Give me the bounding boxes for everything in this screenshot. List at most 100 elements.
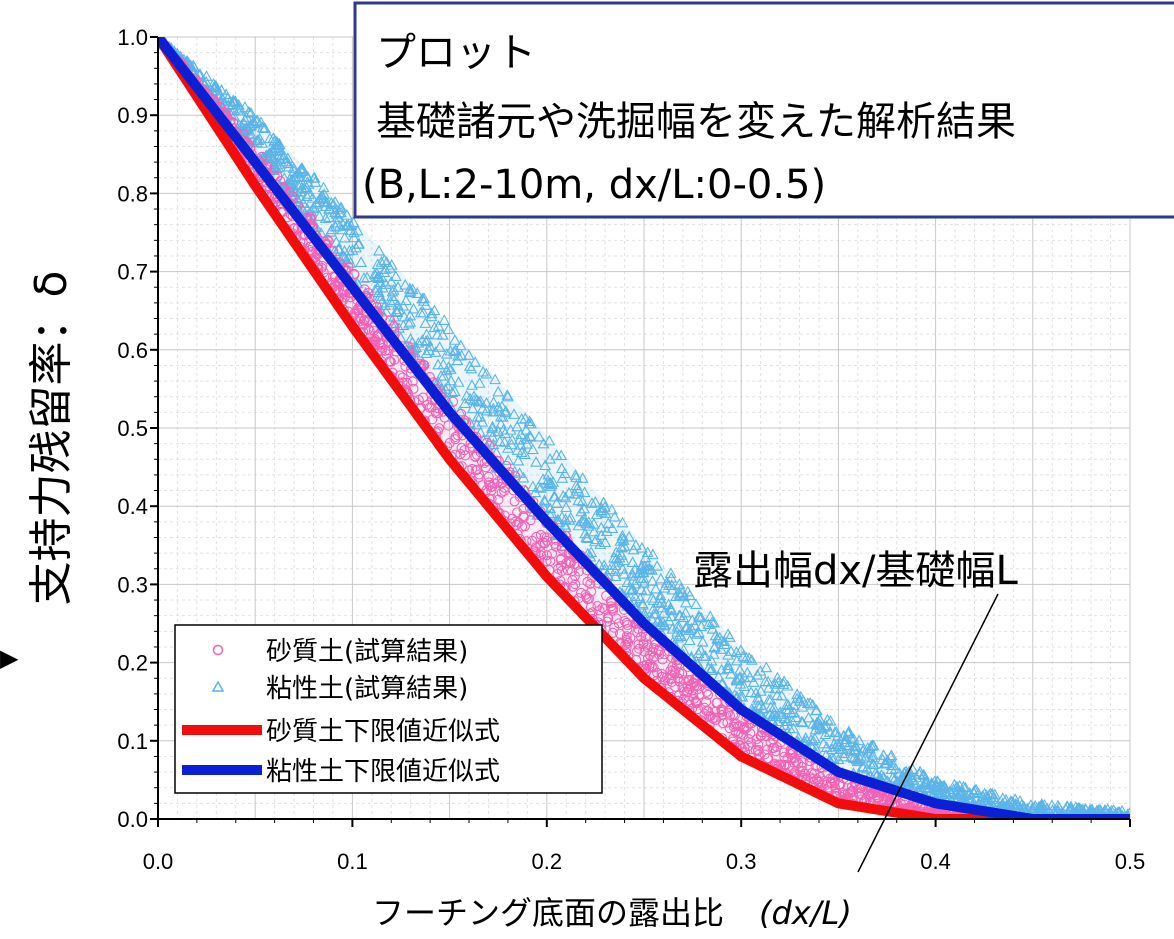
scatter-point-triangle [371,271,384,282]
scatter-point-triangle [372,270,385,282]
scatter-point-triangle [385,275,398,287]
scatter-point-triangle [745,654,758,665]
scatter-point-triangle [258,122,271,133]
scatter-point-triangle [820,719,833,731]
legend-item-clay-lower-bound: 粘性土下限値近似式 [182,757,500,787]
scatter-point-triangle [558,467,571,479]
scatter-point-triangle [245,107,257,118]
scatter-point-triangle [433,341,446,352]
scatter-point-triangle [986,793,999,804]
scatter-point-triangle [550,497,563,508]
scatter-point-circle [358,315,369,326]
scatter-point-circle [716,705,727,716]
scatter-point-triangle [817,737,830,749]
scatter-point-triangle [283,177,295,188]
scatter-point-circle [809,768,820,779]
scatter-point-triangle [489,373,502,385]
scatter-point-triangle [598,563,611,575]
scatter-point-triangle [317,181,330,193]
scatter-point-circle [750,744,761,756]
scatter-point-triangle [295,162,308,174]
scatter-point-triangle [420,347,433,359]
scatter-point-triangle [806,698,819,710]
scatter-point-triangle [693,611,706,622]
scatter-point-triangle [473,377,486,388]
scatter-point-triangle [996,792,1009,803]
scatter-point-triangle [542,468,555,480]
scatter-point-triangle [404,309,417,321]
scatter-point-circle [317,260,328,271]
scatter-point-triangle [674,582,687,594]
scatter-point-triangle [1045,799,1058,811]
scatter-point-triangle [442,361,455,372]
scatter-point-triangle [327,198,340,209]
scatter-point-triangle [802,711,815,723]
pointer-label: 露出幅dx/基礎幅L [693,548,1019,594]
scatter-point-triangle [314,191,327,203]
scatter-point-triangle [724,667,737,679]
scatter-point-triangle [348,226,360,238]
scatter-point-triangle [537,473,549,484]
scatter-point-triangle [448,334,461,345]
scatter-point-circle [567,581,579,592]
scatter-point-triangle [419,335,432,347]
scatter-point-circle [512,507,523,518]
scatter-point-triangle [470,418,483,430]
scatter-point-circle [638,637,649,648]
scatter-point-triangle [615,549,628,560]
scatter-point-triangle [336,250,349,261]
scatter-point-triangle [392,281,404,292]
scatter-point-triangle [588,525,600,537]
scatter-point-circle [538,537,549,548]
annotation-box: プロット 基礎諸元や洗掘幅を変えた解析結果 (B,L:2-10m, dx/L:0… [353,1,1174,219]
scatter-point-triangle [425,310,438,322]
scatter-point-triangle [629,590,642,602]
scatter-point-triangle [1051,799,1064,811]
scatter-point-triangle [730,673,743,685]
scatter-point-circle [431,408,442,419]
scatter-point-circle [702,689,714,700]
scatter-point-triangle [751,668,764,680]
scatter-point-triangle [879,757,892,769]
y-tick-label: 1.0 [117,25,148,50]
scatter-point-triangle [629,539,642,550]
scatter-point-triangle [543,434,556,446]
scatter-point-circle [839,789,850,800]
scatter-point-circle [611,613,622,624]
series-line-2 [158,37,1130,819]
scatter-point-circle [499,485,510,496]
legend-item-sand-result: 砂質土(試算結果) [212,637,468,667]
scatter-point-triangle [534,482,547,493]
scatter-point-triangle [515,446,528,458]
scatter-point-triangle [404,333,417,344]
scatter-point-circle [607,627,618,638]
legend-label-sand-lower-bound: 砂質土下限値近似式 [266,717,500,747]
scatter-point-triangle [679,621,692,633]
scatter-point-triangle [586,497,598,508]
scatter-point-triangle [220,88,232,100]
scatter-point-triangle [337,218,350,230]
scatter-point-triangle [496,400,508,412]
scatter-point-triangle [618,568,631,579]
scatter-point-circle [480,462,491,473]
scatter-point-circle [570,579,581,590]
scatter-point-triangle [474,410,487,422]
y-tick-label: 0.2 [117,651,148,676]
scatter-point-triangle [838,750,851,762]
scatter-point-triangle [725,645,737,656]
scatter-point-triangle [849,744,862,755]
scatter-point-triangle [714,643,727,654]
scatter-point-triangle [610,552,623,564]
scatter-point-triangle [469,356,482,367]
scatter-point-triangle [799,732,812,743]
scatter-point-triangle [699,650,712,661]
scatter-point-triangle [238,117,251,129]
scatter-point-triangle [654,592,667,603]
scatter-point-triangle [847,752,860,763]
scatter-point-circle [621,617,632,628]
scatter-point-triangle [695,620,708,631]
scatter-point-triangle [885,763,898,774]
scatter-point-triangle [1071,803,1084,814]
scatter-point-triangle [498,436,511,447]
scatter-point-circle [639,646,650,657]
